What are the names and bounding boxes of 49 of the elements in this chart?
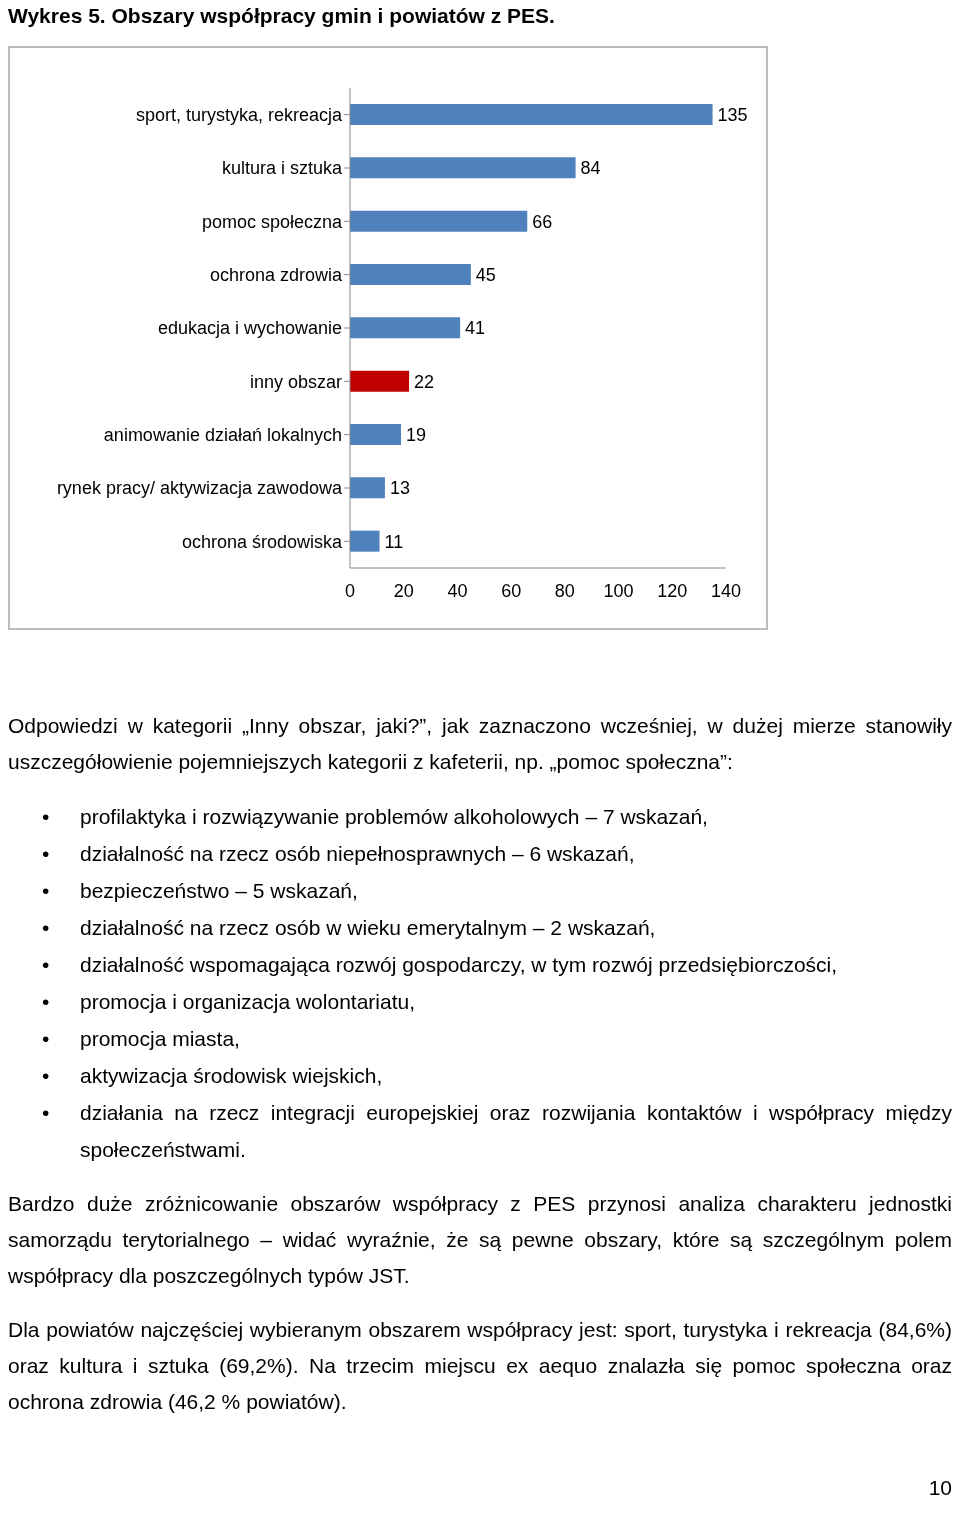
bar	[350, 104, 713, 125]
text: 10	[927, 1475, 952, 1501]
text: Bardzo duże zróżnicowanie obszarów współpracy z PES przynosi analiza charakteru jednostki samorządu terytorialnego – widać wyraźnie, że są pewne obszary, które są szczególnym polem współpracy dla poszczególnych typów JST.	[8, 1191, 952, 1289]
data-label: 11	[384, 531, 404, 552]
bar	[350, 530, 380, 552]
text: • promocja i organizacja wolontariatu,	[42, 990, 416, 1013]
text: • promocja miasta,	[42, 1027, 240, 1050]
text: • działalność na rzecz osób w wieku emerytalnym – 2 wskazań,	[42, 916, 656, 939]
text: Odpowiedzi w kategorii „Inny obszar, jaki?”, jak zaznaczono wcześniej, w dużej mierze stanowiły uszczegółowienie pojemniejszych kategorii z kafeterii, np. „pomoc społeczna”:	[8, 713, 952, 775]
x-tick-label: 80	[554, 580, 575, 601]
data-label: 13	[389, 478, 410, 499]
text: • aktywizacja środowisk wiejskich,	[42, 1064, 383, 1087]
data-label: 66	[532, 211, 553, 232]
y-tick-label: rynek pracy/ aktywizacja zawodowa	[56, 478, 343, 499]
bar	[350, 157, 576, 179]
bar	[350, 477, 385, 499]
x-tick-label: 20	[393, 580, 414, 601]
bar	[350, 370, 410, 392]
y-tick-label: pomoc społeczna	[201, 211, 343, 232]
y-tick-label: ochrona środowiska	[181, 531, 343, 552]
y-tick-label: animowanie działań lokalnych	[103, 425, 342, 446]
chart-title: Wykres 5. Obszary współpracy gmin i powiatów z PES.	[8, 4, 556, 28]
data-label: 135	[717, 104, 748, 125]
text: • bezpieczeństwo – 5 wskazań,	[42, 879, 358, 902]
data-label: 22	[414, 371, 435, 392]
data-label: 84	[580, 158, 601, 179]
x-tick-label: 40	[447, 580, 468, 601]
y-tick-label: sport, turystyka, rekreacja	[135, 105, 343, 126]
x-tick-label: 60	[501, 580, 522, 601]
text: • działania na rzecz integracji europejskiej oraz rozwijania kontaktów i współpracy między społeczeństwami.	[42, 1101, 952, 1161]
y-tick-label: edukacja i wychowanie	[157, 318, 342, 339]
text: • działalność na rzecz osób niepełnosprawnych – 6 wskazań,	[42, 842, 635, 865]
y-tick-label: kultura i sztuka	[221, 158, 343, 179]
x-tick-label: 0	[344, 580, 356, 601]
data-label: 41	[465, 318, 486, 339]
text: • profilaktyka i rozwiązywanie problemów alkoholowych – 7 wskazań,	[42, 805, 708, 828]
x-tick-label: 140	[710, 580, 742, 601]
bar	[350, 210, 528, 232]
y-tick-label: ochrona zdrowia	[209, 265, 343, 286]
data-label: 19	[406, 424, 427, 445]
x-tick-label: 100	[603, 580, 634, 601]
bar	[350, 264, 471, 285]
x-tick-label: 120	[657, 580, 688, 601]
text: Dla powiatów najczęściej wybieranym obszarem współpracy jest: sport, turystyka i rekreacja (84,6%) oraz kultura i sztuka (69,2%). Na trzecim miejscu ex aequo znalazła się pomoc społeczna oraz ochrona zdrowia (46,2 % powiatów).	[8, 1317, 952, 1415]
text: • działalność wspomagająca rozwój gospodarczy, w tym rozwój przedsiębiorczości,	[42, 953, 838, 976]
bar	[350, 424, 402, 445]
data-label: 45	[475, 264, 496, 285]
bar	[350, 317, 461, 339]
y-tick-label: inny obszar	[249, 371, 342, 392]
